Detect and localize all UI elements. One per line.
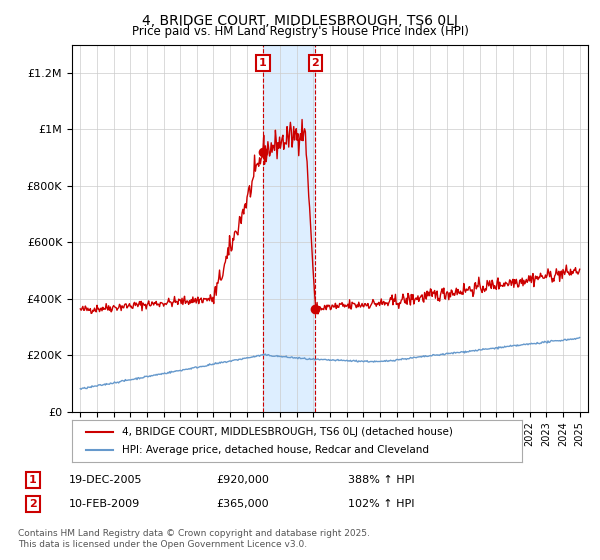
Text: Contains HM Land Registry data © Crown copyright and database right 2025.
This d: Contains HM Land Registry data © Crown c… xyxy=(18,529,370,549)
4, BRIDGE COURT, MIDDLESBROUGH, TS6 0LJ (detached house) xyxy=(77,306,84,312)
4, BRIDGE COURT, MIDDLESBROUGH, TS6 0LJ (detached house) xyxy=(165,295,172,302)
4, BRIDGE COURT, MIDDLESBROUGH, TS6 0LJ (detached house) xyxy=(304,158,311,165)
Line: 4, BRIDGE COURT, MIDDLESBROUGH, TS6 0LJ (detached house): 4, BRIDGE COURT, MIDDLESBROUGH, TS6 0LJ … xyxy=(80,119,580,314)
4, BRIDGE COURT, MIDDLESBROUGH, TS6 0LJ (detached house) xyxy=(298,116,305,123)
Text: 4, BRIDGE COURT, MIDDLESBROUGH, TS6 0LJ: 4, BRIDGE COURT, MIDDLESBROUGH, TS6 0LJ xyxy=(142,14,458,28)
Text: 4, BRIDGE COURT, MIDDLESBROUGH, TS6 0LJ (detached house): 4, BRIDGE COURT, MIDDLESBROUGH, TS6 0LJ … xyxy=(121,427,452,437)
4, BRIDGE COURT, MIDDLESBROUGH, TS6 0LJ (detached house) xyxy=(576,266,583,273)
HPI: Average price, detached house, Redcar and Cleveland: (2e+03, 1.42e+05): Average price, detached house, Redcar an… xyxy=(166,368,173,375)
4, BRIDGE COURT, MIDDLESBROUGH, TS6 0LJ (detached house) xyxy=(373,303,380,310)
4, BRIDGE COURT, MIDDLESBROUGH, TS6 0LJ (detached house) xyxy=(314,311,322,318)
Text: 102% ↑ HPI: 102% ↑ HPI xyxy=(348,499,415,509)
Text: 19-DEC-2005: 19-DEC-2005 xyxy=(69,475,143,485)
Text: HPI: Average price, detached house, Redcar and Cleveland: HPI: Average price, detached house, Redc… xyxy=(121,445,428,455)
HPI: Average price, detached house, Redcar and Cleveland: (2e+03, 7.92e+04): Average price, detached house, Redcar an… xyxy=(77,386,85,393)
HPI: Average price, detached house, Redcar and Cleveland: (2.02e+03, 2.63e+05): Average price, detached house, Redcar an… xyxy=(576,334,583,341)
Bar xyxy=(263,45,316,412)
HPI: Average price, detached house, Redcar and Cleveland: (2.01e+03, 1.85e+05): Average price, detached house, Redcar an… xyxy=(304,356,311,363)
HPI: Average price, detached house, Redcar and Cleveland: (2.01e+03, 1.77e+05): Average price, detached house, Redcar an… xyxy=(372,358,379,365)
4, BRIDGE COURT, MIDDLESBROUGH, TS6 0LJ (detached house) xyxy=(205,295,212,302)
Text: 1: 1 xyxy=(29,475,37,485)
HPI: Average price, detached house, Redcar and Cleveland: (2e+03, 1.69e+05): Average price, detached house, Redcar an… xyxy=(206,361,213,367)
HPI: Average price, detached house, Redcar and Cleveland: (2.02e+03, 1.92e+05): Average price, detached house, Redcar an… xyxy=(411,354,418,361)
Text: 2: 2 xyxy=(311,58,319,68)
HPI: Average price, detached house, Redcar and Cleveland: (2e+03, 8.11e+04): Average price, detached house, Redcar an… xyxy=(77,385,84,392)
4, BRIDGE COURT, MIDDLESBROUGH, TS6 0LJ (detached house) xyxy=(454,286,461,293)
Text: £920,000: £920,000 xyxy=(216,475,269,485)
HPI: Average price, detached house, Redcar and Cleveland: (2.02e+03, 2.1e+05): Average price, detached house, Redcar an… xyxy=(454,349,461,356)
Line: HPI: Average price, detached house, Redcar and Cleveland: HPI: Average price, detached house, Redc… xyxy=(80,338,580,389)
Text: Price paid vs. HM Land Registry's House Price Index (HPI): Price paid vs. HM Land Registry's House … xyxy=(131,25,469,38)
4, BRIDGE COURT, MIDDLESBROUGH, TS6 0LJ (detached house) xyxy=(412,295,419,302)
Text: 2: 2 xyxy=(29,499,37,509)
Text: 1: 1 xyxy=(259,58,267,68)
Text: 388% ↑ HPI: 388% ↑ HPI xyxy=(348,475,415,485)
Text: 10-FEB-2009: 10-FEB-2009 xyxy=(69,499,140,509)
Text: £365,000: £365,000 xyxy=(216,499,269,509)
